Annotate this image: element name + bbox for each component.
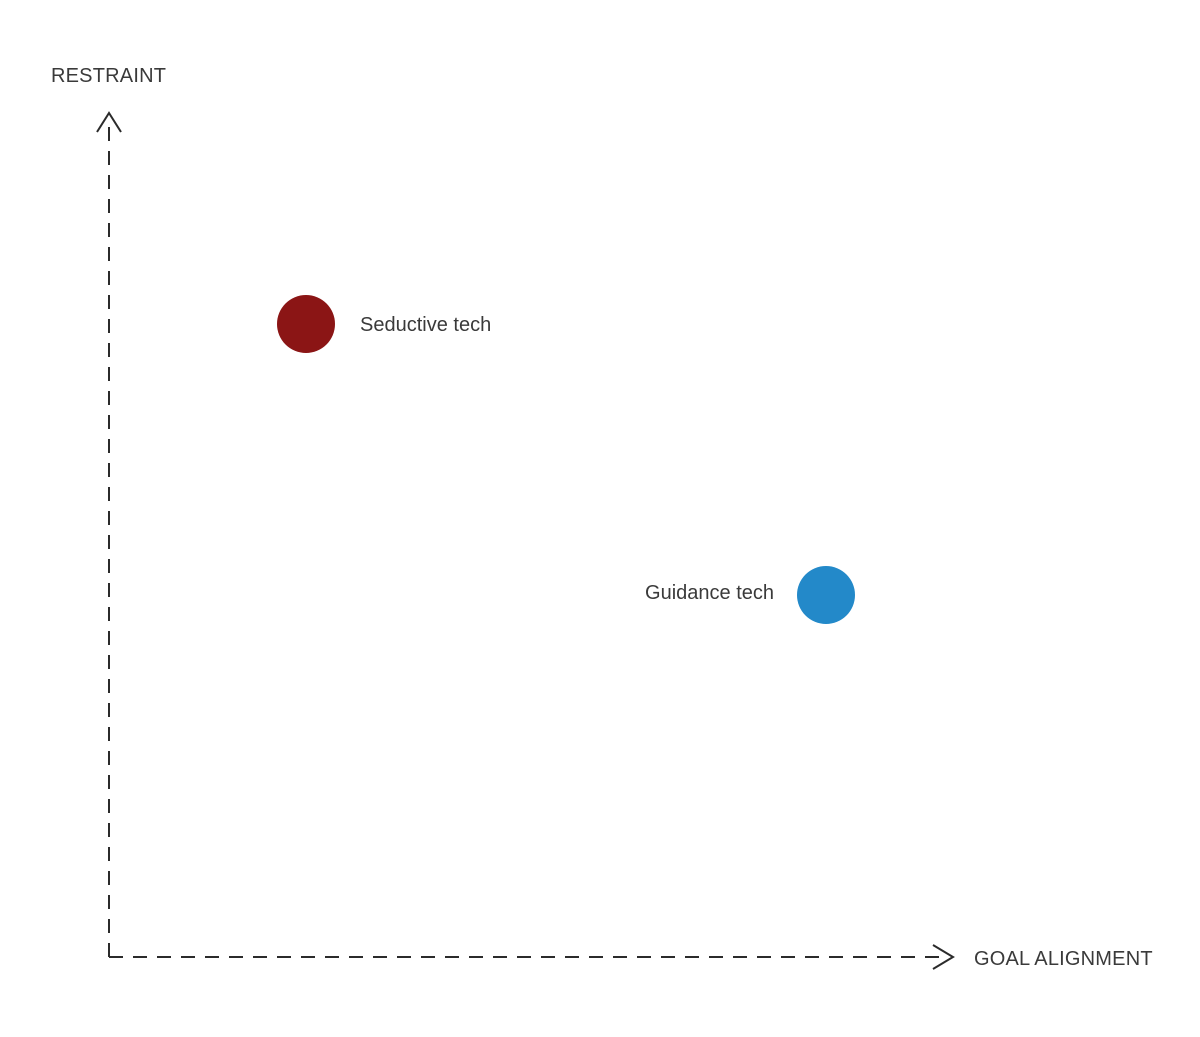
x-axis-arrowhead <box>932 944 955 970</box>
y-axis-arrowhead <box>96 111 122 133</box>
guidance-tech-point <box>797 566 855 624</box>
guidance-tech-label: Guidance tech <box>645 582 774 604</box>
seductive-tech-label: Seductive tech <box>360 314 491 336</box>
seductive-tech-point <box>277 295 335 353</box>
x-axis-label: GOAL ALIGNMENT <box>974 948 1153 970</box>
y-axis-label: RESTRAINT <box>51 65 166 87</box>
